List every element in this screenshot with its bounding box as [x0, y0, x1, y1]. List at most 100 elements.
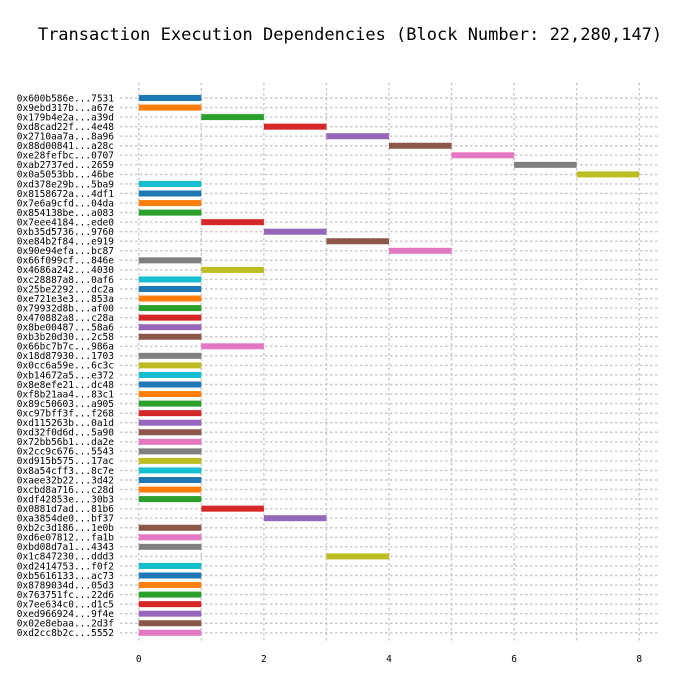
task-bar — [138, 457, 202, 464]
task-bar — [138, 410, 202, 417]
y-tick-label: 0xd915b575...17ac — [17, 456, 114, 467]
y-tick-label: 0xe84b2f84...e919 — [17, 237, 115, 248]
task-bar — [138, 610, 202, 617]
y-tick-label: 0x1c847230...ddd3 — [17, 552, 114, 563]
task-bar — [201, 266, 264, 273]
task-bar — [326, 133, 389, 140]
task-bar — [138, 333, 202, 340]
y-tick-label: 0x90e94efa...bc87 — [17, 246, 114, 257]
x-tick-label: 8 — [636, 654, 642, 665]
task-bar — [138, 582, 202, 589]
task-bar — [263, 515, 327, 522]
task-bar — [389, 142, 452, 149]
task-bar — [138, 620, 202, 627]
task-bar — [138, 496, 202, 503]
task-bar — [138, 190, 202, 197]
y-tick-label: 0x8be00487...58a6 — [17, 323, 115, 334]
y-tick-label: 0xb5616133...ac73 — [17, 571, 114, 582]
y-tick-label: 0x763751fc...22d6 — [17, 590, 115, 601]
y-tick-label: 0x8a54cff3...8c7e — [17, 466, 115, 477]
y-tick-label: 0x0a5053bb...46be — [17, 170, 115, 181]
y-tick-label: 0xd2414753...f0f2 — [17, 561, 114, 572]
task-bar — [138, 209, 202, 216]
task-bar — [138, 362, 202, 369]
y-tick-label: 0xb3b20d30...2c58 — [17, 332, 115, 343]
y-tick-label: 0x25be2292...dc2a — [17, 284, 114, 295]
y-tick-label: 0x7eee4184...ede0 — [17, 217, 115, 228]
y-tick-label: 0xd6e07812...fa1b — [17, 533, 115, 544]
y-tick-label: 0xdf42853e...30b3 — [17, 494, 114, 505]
task-bar — [451, 152, 515, 159]
y-tick-label: 0xcbd8a716...c28d — [17, 485, 114, 496]
task-bar — [138, 534, 202, 541]
task-bar — [576, 171, 640, 178]
y-tick-label: 0xc97bff3f...f268 — [17, 408, 115, 419]
x-tick-label: 0 — [136, 654, 142, 665]
y-tick-label: 0xd8cad22f...4e48 — [17, 122, 115, 133]
task-bar — [138, 295, 202, 302]
y-tick-label: 0x8e8efe21...dc48 — [17, 380, 115, 391]
task-bar — [138, 601, 202, 608]
y-tick-label: 0x66bc7b7c...986a — [17, 342, 114, 353]
task-bar — [138, 352, 202, 359]
task-bar — [138, 257, 202, 264]
bar-layer — [138, 95, 640, 636]
task-bar — [138, 276, 202, 283]
y-tick-label: 0x179b4e2a...a39d — [17, 112, 114, 123]
task-bar — [138, 448, 202, 455]
task-bar — [138, 419, 202, 426]
y-tick-label: 0x8789034d...05d3 — [17, 580, 114, 591]
task-bar — [138, 477, 202, 483]
y-tick-label: 0x72bb56b1...da2e — [17, 437, 115, 448]
y-tick-label: 0xbd08d7a1...4343 — [17, 542, 114, 553]
task-bar — [138, 400, 202, 407]
y-tick-label: 0xd378e29b...5ba9 — [17, 179, 115, 190]
task-bar — [326, 238, 389, 245]
y-tick-label: 0x9ebd317b...a67e — [17, 103, 115, 114]
task-bar — [138, 381, 202, 388]
y-tick-label: 0xb14672a5...e372 — [17, 370, 114, 381]
y-tick-label: 0xd115263b...0a1d — [17, 418, 114, 429]
x-tick-labels: 0 2 4 6 8 — [136, 654, 642, 665]
task-bar — [201, 505, 264, 512]
y-tick-label: 0x4686a242...4030 — [17, 265, 115, 276]
task-bar — [138, 591, 202, 598]
y-tick-label: 0x2710aa7a...8a96 — [17, 132, 115, 143]
chart-title: Transaction Execution Dependencies (Bloc… — [38, 25, 662, 45]
task-bar — [389, 247, 452, 254]
y-tick-label: 0xd2cc8b2c...5552 — [17, 628, 114, 639]
task-bar — [201, 219, 264, 226]
task-bar — [201, 343, 264, 350]
y-tick-label: 0xf8b21aa4...83c1 — [17, 389, 115, 400]
task-bar — [138, 314, 202, 321]
task-bar — [138, 371, 202, 378]
y-tick-label: 0xb35d5736...9760 — [17, 227, 115, 238]
task-bar — [138, 104, 202, 111]
task-bar — [138, 429, 202, 436]
task-bar — [201, 114, 264, 121]
y-tick-label: 0xc28887a8...0af6 — [17, 275, 115, 286]
y-tick-label: 0x88d00841...a28c — [17, 141, 114, 152]
task-bar — [138, 486, 202, 493]
y-tick-label: 0x66f099cf...846e — [17, 256, 115, 267]
y-tick-label: 0x7ee634c0...d1c5 — [17, 599, 114, 610]
y-tick-label: 0x02e8ebaa...2d3f — [17, 619, 114, 630]
task-bar — [138, 95, 202, 101]
y-tick-label: 0x89c50603...a905 — [17, 399, 114, 410]
task-bar — [263, 228, 327, 235]
y-tick-label: 0xa3854de0...bf37 — [17, 514, 114, 525]
task-bar — [514, 161, 577, 168]
y-tick-label: 0xd32f0d6d...5a90 — [17, 428, 115, 439]
task-bar — [138, 572, 202, 579]
task-bar — [138, 543, 202, 550]
task-bar — [263, 123, 327, 130]
y-tick-label: 0x2cc9c676...5543 — [17, 447, 114, 458]
y-tick-label: 0xed966924...9f4e — [17, 609, 115, 620]
y-tick-label: 0xe28fefbc...0707 — [17, 151, 114, 162]
y-tick-label: 0x7e6a9cfd...04da — [17, 198, 114, 209]
task-bar — [138, 562, 202, 569]
y-tick-label: 0x0cc6a59e...6c3c — [17, 361, 114, 372]
y-tick-label: 0xb2c3d186...1e0b — [17, 523, 115, 534]
task-bar — [138, 180, 202, 187]
